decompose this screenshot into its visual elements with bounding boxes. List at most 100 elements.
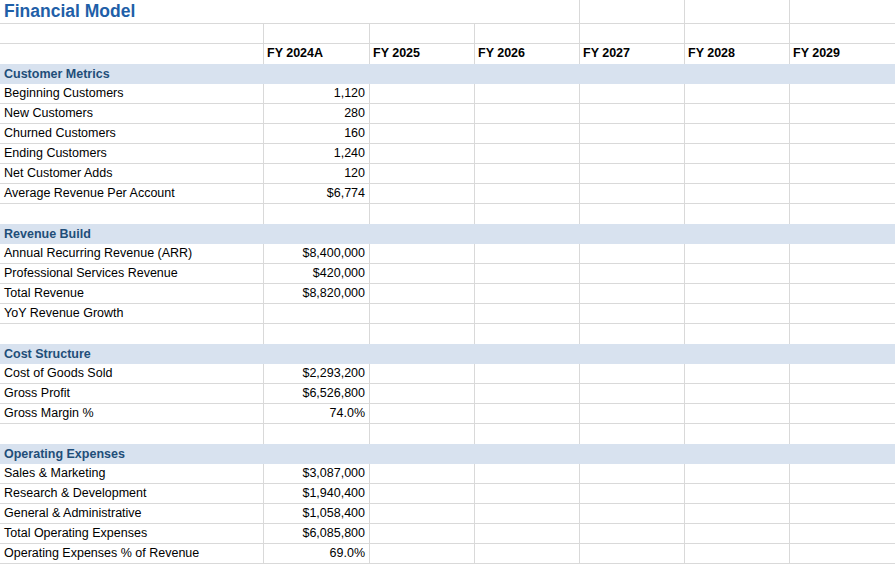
- value-cell[interactable]: [580, 404, 685, 423]
- value-cell[interactable]: [580, 184, 685, 203]
- value-cell[interactable]: [370, 464, 475, 483]
- value-cell[interactable]: [685, 184, 790, 203]
- value-cell[interactable]: [475, 384, 580, 403]
- value-cell[interactable]: [475, 84, 580, 103]
- value-cell[interactable]: 120: [264, 164, 370, 183]
- value-cell[interactable]: [685, 84, 790, 103]
- value-cell[interactable]: [790, 384, 895, 403]
- value-cell[interactable]: 69.0%: [264, 544, 370, 563]
- row-label-cell[interactable]: Total Operating Expenses: [0, 524, 264, 543]
- empty-cell[interactable]: [475, 324, 580, 344]
- value-cell[interactable]: 1,120: [264, 84, 370, 103]
- column-header-cell[interactable]: FY 2029: [790, 44, 895, 64]
- value-cell[interactable]: [370, 104, 475, 123]
- row-label-cell[interactable]: Gross Margin %: [0, 404, 264, 423]
- value-cell[interactable]: [685, 104, 790, 123]
- column-header-cell[interactable]: FY 2026: [475, 44, 580, 64]
- row-label-cell[interactable]: Net Customer Adds: [0, 164, 264, 183]
- value-cell[interactable]: [475, 404, 580, 423]
- value-cell[interactable]: [370, 284, 475, 303]
- empty-cell[interactable]: [370, 324, 475, 344]
- value-cell[interactable]: [685, 304, 790, 323]
- row-label-cell[interactable]: Ending Customers: [0, 144, 264, 163]
- value-cell[interactable]: [370, 524, 475, 543]
- row-label-cell[interactable]: Cost of Goods Sold: [0, 364, 264, 383]
- value-cell[interactable]: [685, 264, 790, 283]
- value-cell[interactable]: 1,240: [264, 144, 370, 163]
- empty-cell[interactable]: [264, 424, 370, 444]
- value-cell[interactable]: [685, 524, 790, 543]
- value-cell[interactable]: [370, 544, 475, 563]
- value-cell[interactable]: [475, 484, 580, 503]
- value-cell[interactable]: $6,085,800: [264, 524, 370, 543]
- value-cell[interactable]: [580, 384, 685, 403]
- value-cell[interactable]: [790, 184, 895, 203]
- column-header-cell[interactable]: FY 2024A: [264, 44, 370, 64]
- value-cell[interactable]: [370, 504, 475, 523]
- value-cell[interactable]: [685, 484, 790, 503]
- value-cell[interactable]: [370, 484, 475, 503]
- value-cell[interactable]: [580, 544, 685, 563]
- column-header-cell[interactable]: FY 2027: [580, 44, 685, 64]
- section-header-row[interactable]: Operating Expenses: [0, 444, 895, 464]
- value-cell[interactable]: 74.0%: [264, 404, 370, 423]
- value-cell[interactable]: $8,820,000: [264, 284, 370, 303]
- value-cell[interactable]: [790, 364, 895, 383]
- row-label-cell[interactable]: Total Revenue: [0, 284, 264, 303]
- empty-cell[interactable]: [580, 204, 685, 224]
- empty-cell[interactable]: [790, 204, 895, 224]
- empty-cell[interactable]: [475, 204, 580, 224]
- value-cell[interactable]: [370, 164, 475, 183]
- value-cell[interactable]: [685, 404, 790, 423]
- empty-cell[interactable]: [0, 204, 264, 224]
- empty-cell[interactable]: [580, 0, 685, 23]
- value-cell[interactable]: [685, 164, 790, 183]
- column-header-cell[interactable]: FY 2025: [370, 44, 475, 64]
- empty-cell[interactable]: [685, 324, 790, 344]
- value-cell[interactable]: $1,058,400: [264, 504, 370, 523]
- value-cell[interactable]: [580, 284, 685, 303]
- value-cell[interactable]: [475, 184, 580, 203]
- value-cell[interactable]: $2,293,200: [264, 364, 370, 383]
- row-label-cell[interactable]: Average Revenue Per Account: [0, 184, 264, 203]
- value-cell[interactable]: [370, 264, 475, 283]
- value-cell[interactable]: [685, 284, 790, 303]
- value-cell[interactable]: [370, 124, 475, 143]
- value-cell[interactable]: $3,087,000: [264, 464, 370, 483]
- value-cell[interactable]: [790, 84, 895, 103]
- value-cell[interactable]: [580, 84, 685, 103]
- empty-cell[interactable]: [790, 24, 895, 43]
- value-cell[interactable]: 160: [264, 124, 370, 143]
- value-cell[interactable]: [790, 544, 895, 563]
- empty-cell[interactable]: [370, 204, 475, 224]
- value-cell[interactable]: [475, 524, 580, 543]
- value-cell[interactable]: [370, 384, 475, 403]
- empty-cell[interactable]: [685, 24, 790, 43]
- value-cell[interactable]: [580, 364, 685, 383]
- title-cell[interactable]: Financial Model: [0, 0, 580, 23]
- empty-cell[interactable]: [580, 24, 685, 43]
- empty-cell[interactable]: [370, 424, 475, 444]
- value-cell[interactable]: [475, 124, 580, 143]
- empty-cell[interactable]: [475, 24, 580, 43]
- value-cell[interactable]: [790, 124, 895, 143]
- value-cell[interactable]: [790, 264, 895, 283]
- row-label-cell[interactable]: Sales & Marketing: [0, 464, 264, 483]
- row-label-cell[interactable]: Research & Development: [0, 484, 264, 503]
- value-cell[interactable]: [580, 484, 685, 503]
- value-cell[interactable]: [580, 164, 685, 183]
- value-cell[interactable]: [790, 484, 895, 503]
- value-cell[interactable]: $1,940,400: [264, 484, 370, 503]
- value-cell[interactable]: [475, 104, 580, 123]
- value-cell[interactable]: [685, 464, 790, 483]
- value-cell[interactable]: [790, 144, 895, 163]
- column-header-cell[interactable]: FY 2028: [685, 44, 790, 64]
- value-cell[interactable]: [475, 284, 580, 303]
- empty-cell[interactable]: [790, 324, 895, 344]
- value-cell[interactable]: [790, 504, 895, 523]
- value-cell[interactable]: [264, 304, 370, 323]
- row-label-cell[interactable]: General & Administrative: [0, 504, 264, 523]
- value-cell[interactable]: [370, 184, 475, 203]
- value-cell[interactable]: [580, 124, 685, 143]
- value-cell[interactable]: [790, 164, 895, 183]
